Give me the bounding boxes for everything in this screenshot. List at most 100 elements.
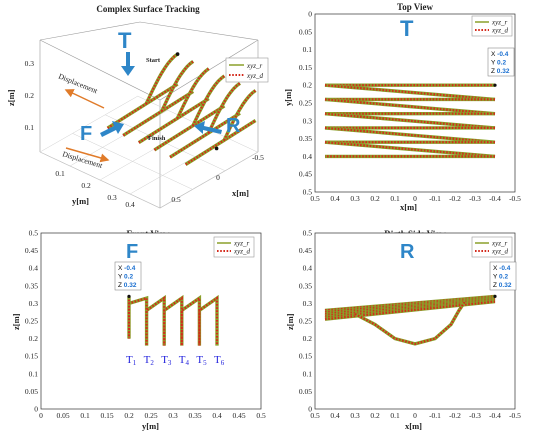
3d-z-tick: 0.3 [25,59,35,68]
front-t-subscript: 6 [221,359,225,367]
right-y-axis-label: z[m] [285,313,295,330]
right-x-tick: -0.1 [429,411,441,420]
front-letter: F [126,241,138,263]
3d-y-axis-label: y[m] [72,196,89,206]
3d-curve-desired [160,60,194,112]
right-x-tick: 0.5 [310,411,320,420]
right-y-tick: 0.2 [303,334,313,343]
3d-top-arrow [121,52,135,76]
front-x-tick: 0.15 [100,411,113,420]
top-y-tick: 0.2 [303,81,313,90]
legend-3d-measured: xyz_r [246,62,262,70]
right-letter: R [400,241,415,263]
front-y-tick: 0.35 [25,281,38,290]
chart-title-3d: Complex Surface Tracking [96,4,200,14]
right-datatip-key: Z [493,282,499,289]
top-letter: T [400,16,414,41]
top-y-tick: 0.05 [299,27,312,36]
3d-floor-grid [72,133,193,190]
front-legend-desired: xyz_d [233,248,250,256]
legend-3d: xyz_r xyz_d [225,57,269,83]
3d-y-tick: 0.4 [125,200,135,209]
front-x-tick: 0.5 [256,411,266,420]
top-x-tick: -0.1 [429,194,441,203]
panel-3d: Complex Surface Tracking 0.1 0.2 0.3 0.4 -0.… [6,4,269,209]
top-sweep-desired [324,141,496,158]
front-x-tick: 0.3 [168,411,178,420]
right-datatip-row: Z 0.32 [493,282,512,289]
top-x-tick: 0.3 [350,194,360,203]
3d-sweep-desired [185,119,257,166]
panel-front: Front View 00.050.10.150.20.250.30.350.4… [11,229,266,432]
front-y-tick: 0.4 [29,264,39,273]
front-x-tick: 0.1 [80,411,90,420]
right-x-tick: 0.1 [390,411,400,420]
front-y-tick: 0.25 [25,317,38,326]
top-x-tick: -0.3 [469,194,481,203]
right-x-tick: -0.3 [469,411,481,420]
3d-curve-desired [223,89,257,141]
front-datatip-marker [127,294,131,298]
3d-displacement-arrow-1 [64,89,105,109]
3d-sweep-desired [107,83,179,130]
3d-displacement-label-1: Displacement [57,72,99,96]
right-y-tick: 0.3 [303,299,313,308]
3d-curve-desired [191,75,226,127]
right-x-tick: 0.4 [330,411,340,420]
3d-sweep-desired [153,104,225,151]
top-datatip-value: -0.4 [497,51,509,58]
right-y-tick: 0.25 [299,317,312,326]
right-y-tick: 0.05 [299,387,312,396]
top-x-tick: 0 [413,194,417,203]
top-legend-desired: xyz_d [491,27,508,35]
front-datatip-box [114,261,142,291]
top-y-tick: 0.45 [299,170,312,179]
right-y-tick: 0.15 [299,352,312,361]
front-ticks: 0 0.05 0.1 0.15 0.2 0.25 0.3 0.35 0.4 0.45 0.500.0… [25,229,266,421]
right-datatip-row: X -0.4 [493,265,511,272]
front-t-label: T2 [144,354,155,367]
3d-sweep-desired [138,97,210,144]
front-t-subscript: 5 [203,359,207,367]
3d-floor-grid [39,151,161,209]
3d-x-tick: 0 [216,173,220,182]
3d-x-tick: -0.5 [252,153,264,162]
right-x-tick: 0.2 [370,411,380,420]
top-y-tick: 0.4 [303,152,313,161]
3d-y-tick: 0.3 [107,193,117,202]
right-dip-desired [354,300,466,346]
right-datatip-box [489,261,517,291]
3d-ticks: 0.1 0.2 0.3 0.4 -0.5 0 0.5 0.1 0.2 0.3 [25,59,265,209]
top-datatip-marker [493,83,497,87]
front-datatip-row: X -0.4 [118,265,136,272]
right-x-tick: 0 [413,411,417,420]
plot-area-right [314,232,516,410]
right-y-tick: 0.35 [299,281,312,290]
top-x-tick: 0.2 [370,194,380,203]
panel-top: Top View 0.5 0.4 0.3 0.2 0.1 0 -0.1 -0.2 -0.3 -0.… [283,2,521,212]
top-datatip-key: Z [491,68,497,75]
right-datatip-key: X [493,265,499,272]
3d-curve-desired [207,82,241,134]
top-sweep-desired [324,98,496,115]
3d-floor-grid [159,151,259,209]
front-datatip-value: 0.2 [124,274,133,281]
top-y-tick: 0.35 [299,134,312,143]
front-x-tick: 0.45 [232,411,245,420]
top-sweep-desired [324,126,496,144]
front-t-label: T3 [161,354,172,367]
top-x-tick: -0.2 [449,194,461,203]
top-y-tick: 0 [308,10,312,19]
legend-3d-desired: xyz_d [246,72,263,80]
front-t-labels: T1 T2 T3 T4 T5 T6 [126,354,225,367]
front-t-label: T5 [196,354,207,367]
top-datatip-row: X -0.4 [491,51,509,58]
3d-start-marker [175,52,180,56]
top-datatip-key: X [491,51,497,58]
3d-curve-desired [176,67,210,119]
top-datatip-row: Z 0.32 [491,68,510,75]
3d-displacement-arrow-2 [65,147,110,163]
